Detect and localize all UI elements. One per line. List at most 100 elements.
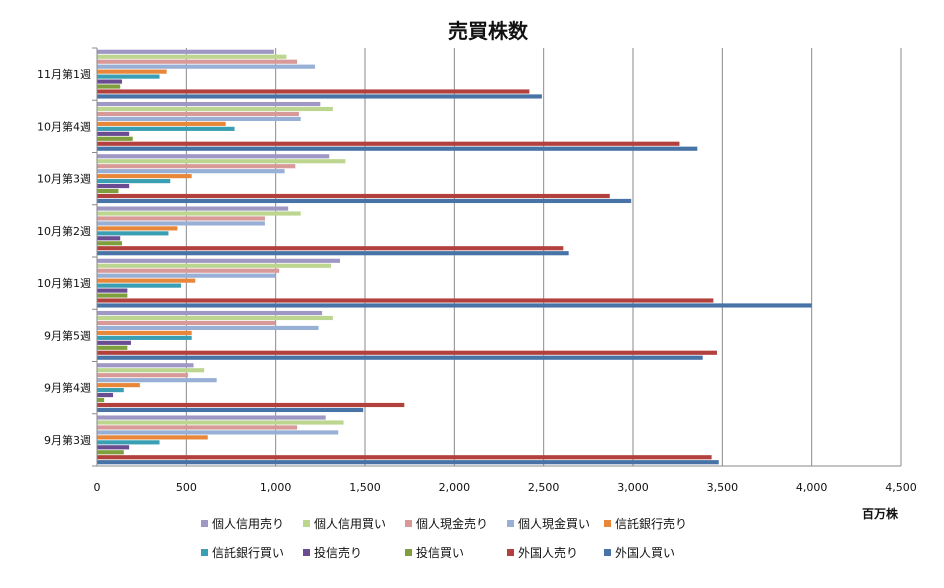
bar: [97, 126, 235, 131]
legend-label: 信託銀行買い: [212, 545, 284, 560]
bar: [97, 84, 121, 89]
x-tick-label: 0: [94, 481, 101, 494]
legend-swatch: [405, 549, 412, 556]
bar: [97, 298, 714, 303]
bar: [97, 345, 128, 350]
bar: [97, 340, 131, 345]
x-tick-label: 3,000: [617, 481, 649, 494]
legend-label: 信託銀行売り: [615, 516, 687, 531]
x-tick-label: 2,000: [439, 481, 471, 494]
bar: [97, 278, 196, 283]
bar: [97, 402, 405, 408]
bar: [97, 106, 333, 112]
bar: [97, 49, 274, 54]
bar: [97, 246, 564, 251]
bar: [97, 89, 530, 94]
category-label: 9月第4週: [44, 381, 91, 395]
bar: [97, 174, 192, 179]
bar: [97, 221, 265, 226]
x-tick-label: 4,500: [885, 481, 917, 494]
legend-label: 個人信用買い: [314, 517, 386, 531]
bar: [97, 383, 140, 388]
bar: [97, 378, 217, 383]
bar: [97, 415, 326, 420]
legend-swatch: [604, 549, 611, 556]
bar: [97, 435, 208, 440]
bar: [97, 183, 130, 189]
bar: [97, 335, 192, 340]
bar: [97, 154, 330, 159]
bar: [97, 268, 280, 273]
bar: [97, 236, 121, 241]
bar: [97, 159, 346, 164]
legend-swatch: [604, 520, 611, 527]
unit-label: 百万株: [862, 506, 899, 521]
bar: [97, 188, 119, 194]
legend-label: 個人現金売り: [416, 516, 488, 531]
bar: [97, 193, 610, 199]
legend-label: 外国人買い: [615, 546, 675, 560]
bar: [97, 450, 124, 455]
bar: [97, 179, 171, 184]
bar: [97, 283, 181, 288]
legend-label: 投信買い: [416, 545, 464, 560]
legend-label: 個人信用売り: [212, 516, 284, 531]
bar: [97, 64, 315, 69]
bar: [97, 74, 160, 79]
bar: [97, 407, 364, 413]
bar: [97, 455, 712, 460]
legend-swatch: [303, 520, 310, 527]
bar: [97, 226, 178, 231]
bar: [97, 273, 276, 278]
x-tick-labels: 0 500 1,000 1,500 2,000 2,500 3,000 3,500 4,000 4…: [94, 481, 917, 494]
x-tick-label: 2,500: [528, 481, 560, 494]
bar: [97, 315, 333, 321]
bar: [97, 373, 189, 378]
bar: [97, 460, 719, 465]
bar: [97, 59, 298, 64]
bar: [97, 440, 160, 445]
x-tick-label: 1,000: [260, 481, 292, 494]
legend-label: 外国人売り: [518, 545, 578, 560]
bar: [97, 251, 569, 256]
bar: [97, 363, 194, 368]
bar: [97, 198, 632, 204]
category-label: 10月第4週: [37, 119, 91, 133]
legend-swatch: [201, 549, 208, 556]
bar: [97, 94, 542, 99]
bar: [97, 206, 289, 211]
bar: [97, 111, 299, 117]
bar: [97, 420, 344, 425]
bar: [97, 310, 323, 316]
bar: [97, 121, 226, 126]
bar: [97, 231, 169, 236]
category-label: 10月第3週: [37, 172, 91, 186]
bar: [97, 430, 339, 435]
bar: [97, 164, 296, 169]
bar: [97, 425, 298, 430]
legend-swatch: [405, 520, 412, 527]
category-label: 10月第2週: [37, 224, 91, 238]
axes: [92, 47, 901, 467]
bar: [97, 146, 698, 151]
bar: [97, 136, 133, 141]
bar: [97, 263, 332, 268]
bar: [97, 355, 703, 360]
category-labels: 9月第3週 9月第4週 9月第5週 10月第1週 10月第2週 10月第3週 10月第4週 1…: [37, 67, 91, 447]
bar: [97, 241, 123, 246]
legend-swatch: [507, 549, 514, 556]
bar: [97, 141, 680, 146]
bar: [97, 288, 128, 293]
x-tick-label: 4,000: [796, 481, 828, 494]
bar: [97, 258, 340, 263]
bar: [97, 445, 130, 450]
category-label: 10月第1週: [37, 276, 91, 290]
bar: [97, 211, 301, 216]
legend-label: 投信売り: [314, 545, 362, 560]
bar: [97, 216, 265, 221]
bar: [97, 116, 301, 122]
legend-label: 個人現金買い: [518, 516, 590, 531]
